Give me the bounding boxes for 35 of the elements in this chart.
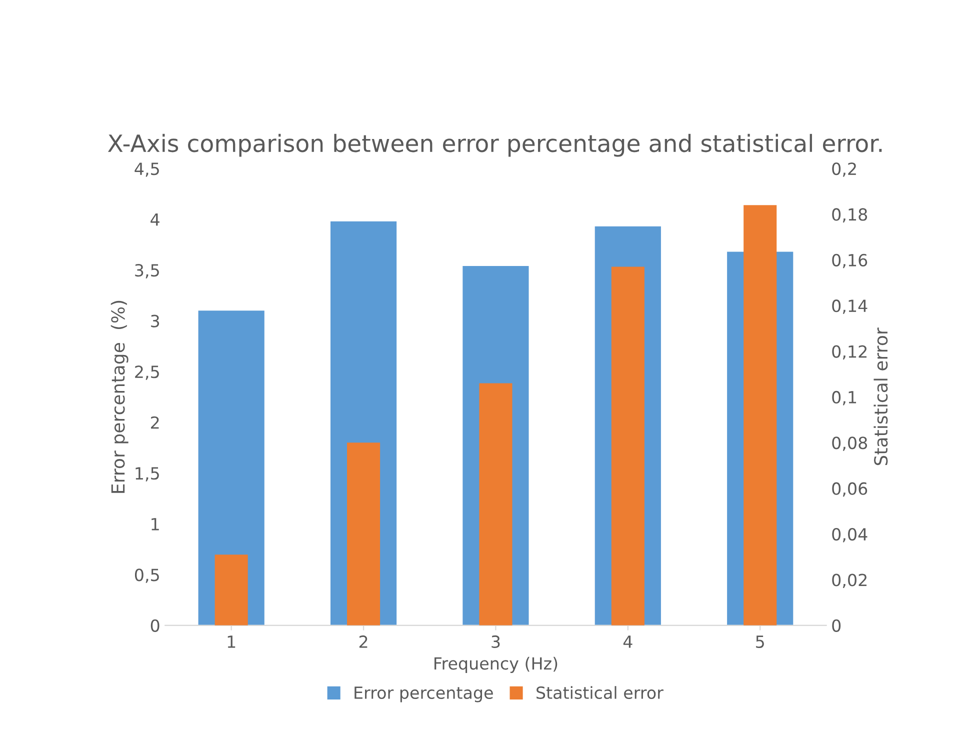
- x-tick-label: 5: [756, 636, 764, 648]
- x-tick-label: 3: [492, 635, 500, 648]
- y-tick-label: 3,5: [135, 264, 159, 278]
- x-tick-label: 4: [623, 636, 632, 648]
- x-tick-label: 2: [359, 635, 368, 648]
- y-tick-label: 4: [150, 213, 160, 226]
- legend-label: Error percentage: [354, 686, 493, 702]
- y2-tick-label: 0,06: [832, 482, 868, 497]
- y2-tick-label: 0,02: [832, 574, 866, 588]
- y2-tick-label: 0,04: [832, 528, 868, 542]
- y2-tick-label: 0,16: [832, 254, 868, 268]
- y2-tick-label: 0,18: [832, 208, 868, 222]
- y2-tick-label: 0,14: [832, 300, 868, 314]
- bar: [479, 383, 512, 626]
- x-tick-label: 1: [228, 636, 236, 648]
- y2-axis-title: Statistical error: [874, 328, 888, 466]
- y-tick-label: 1,5: [136, 467, 159, 482]
- y2-tick-label: 0,12: [832, 345, 866, 360]
- y2-tick-label: 0,08: [832, 436, 868, 451]
- y2-tick-label: 0: [832, 619, 841, 632]
- y-tick-label: 2: [150, 416, 159, 429]
- bar: [347, 442, 380, 626]
- y-tick-label: 1: [152, 518, 159, 530]
- x-axis-title: Frequency (Hz): [434, 656, 558, 673]
- y2-tick-label: 0,2: [832, 162, 856, 177]
- y-tick-label: 0: [150, 619, 160, 632]
- y2-tick-label: 0,1: [832, 390, 856, 406]
- y-tick-label: 2,5: [135, 366, 159, 380]
- chart-title: X-Axis comparison between error percentage and statistical error.: [108, 134, 882, 157]
- y-tick-label: 3: [151, 314, 160, 328]
- y-tick-label: 4,5: [134, 162, 159, 177]
- y-axis-title: Error percentage (%): [110, 300, 128, 493]
- legend-label: Statistical error: [536, 686, 664, 700]
- y-tick-label: 0,5: [134, 568, 159, 583]
- bar: [214, 554, 248, 626]
